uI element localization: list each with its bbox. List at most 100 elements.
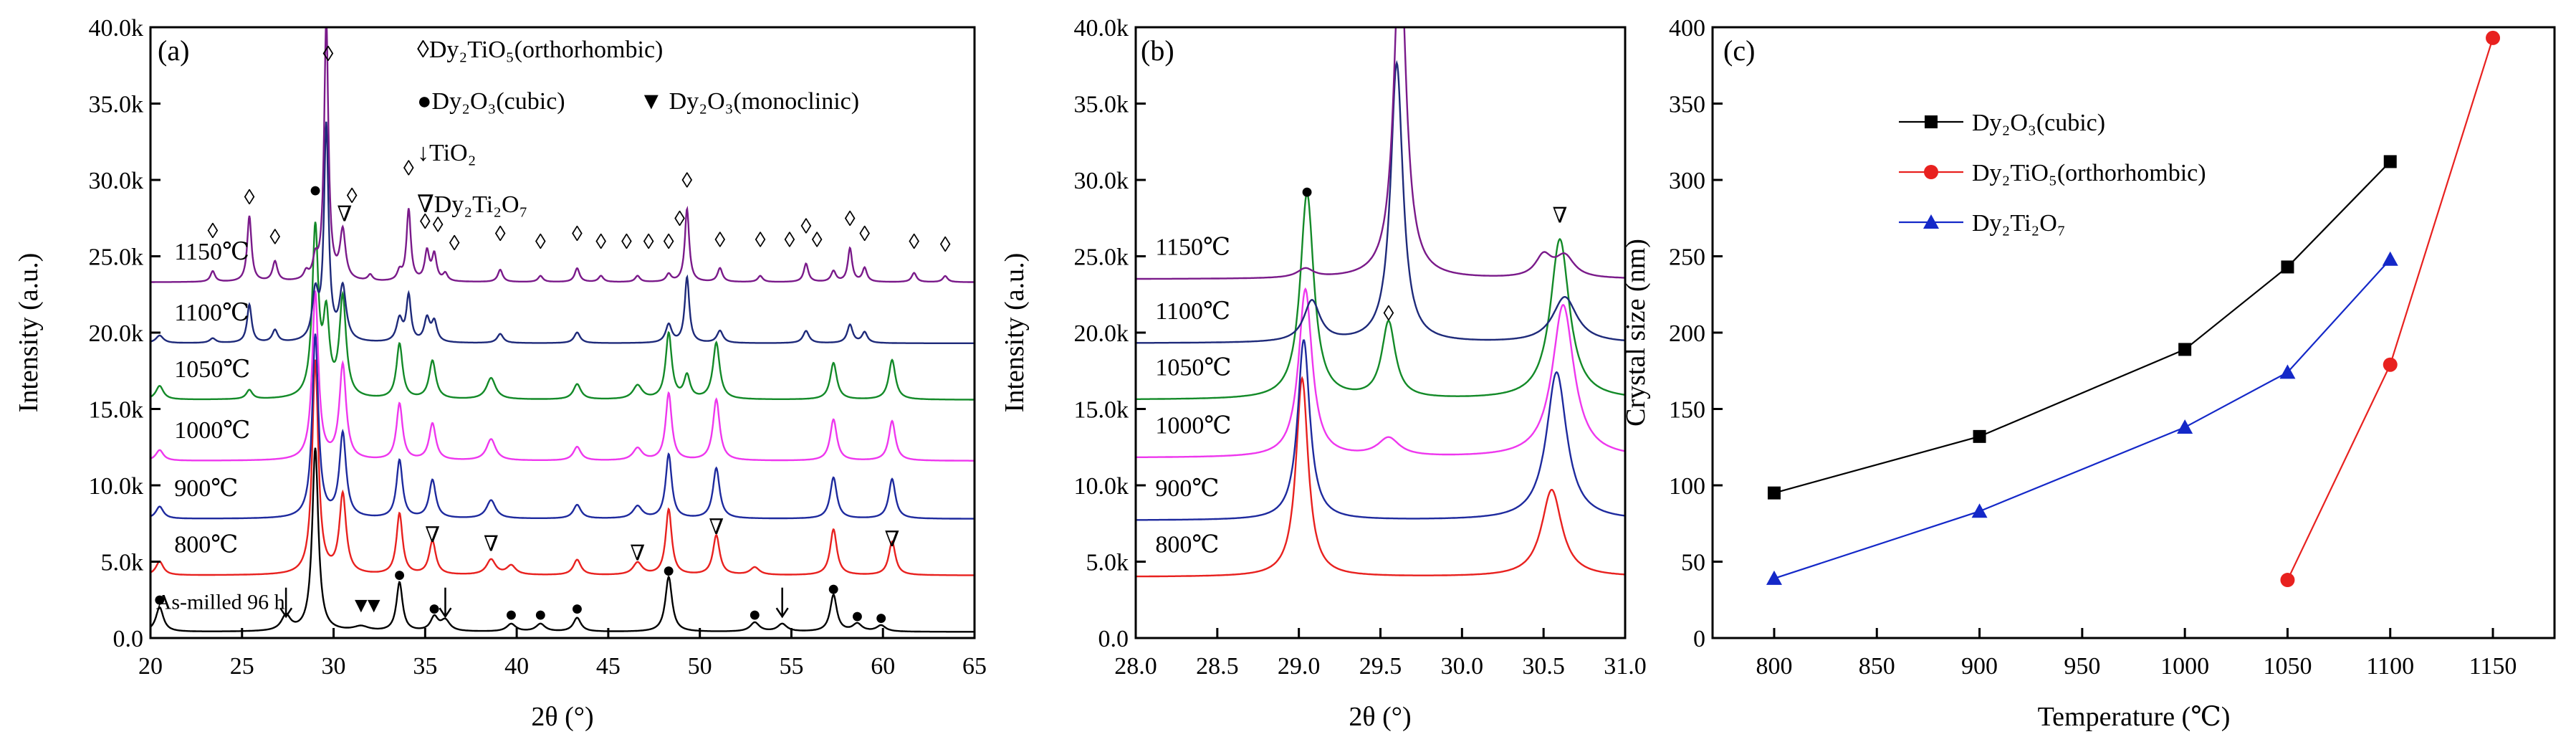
panel-b-series-0 xyxy=(1136,376,1625,578)
legend-a-text-1: Dy₂O₃(cubic) xyxy=(432,88,565,115)
panel-b-series-label-0: 800℃ xyxy=(1155,532,1219,558)
panel-a-phase-marker: ◊ xyxy=(812,229,823,252)
panel-a-series-label-1: 800℃ xyxy=(174,532,238,558)
panel-a-phase-marker: ◊ xyxy=(845,207,856,231)
panel-a-ytick-label: 20.0k xyxy=(89,320,144,347)
panel-b-xtick-label: 29.5 xyxy=(1359,653,1402,680)
panel-c-xtick-label: 900 xyxy=(1961,653,1998,680)
panel-a-phase-marker: ◊ xyxy=(269,225,280,249)
panel-a-phase-marker: ∇ xyxy=(484,533,499,556)
panel-a-phase-marker: ∇ xyxy=(885,528,900,551)
panel-a-ytick-label: 35.0k xyxy=(89,92,144,118)
panel-a-ytick-label: 30.0k xyxy=(89,168,144,194)
panel-c-xtick-label: 1150 xyxy=(2469,653,2517,680)
panel-c-label: (c) xyxy=(1723,34,1755,67)
panel-b-ytick-label: 40.0k xyxy=(1074,15,1129,42)
panel-c-ytick-label: 50 xyxy=(1681,550,1705,576)
panel-b-ytick-label: 25.0k xyxy=(1074,244,1129,271)
panel-a-phase-marker: ◊ xyxy=(433,213,444,237)
panel-b-ytick-label: 10.0k xyxy=(1074,473,1129,500)
panel-a-series-4 xyxy=(150,222,975,401)
panel-a-phase-marker: ● xyxy=(534,603,547,627)
panel-a-ytick-label: 40.0k xyxy=(89,15,144,42)
panel-c-xtick-label: 1000 xyxy=(2160,653,2209,680)
panel-c-ytick-label: 150 xyxy=(1669,397,1705,424)
panel-c-point-0 xyxy=(1973,429,1986,443)
panel-b-xtick-label: 30.5 xyxy=(1522,653,1565,680)
panel-a-phase-marker: ▼ xyxy=(363,594,385,617)
panel-a-phase-marker: ● xyxy=(748,603,761,627)
legend-a-item-1: ●Dy₂O₃(cubic) xyxy=(417,88,565,115)
legend-a-symbol-2: ▼ xyxy=(639,88,664,115)
panel-a-phase-marker: ◊ xyxy=(244,186,255,209)
legend-a-item-0: ◊Dy₂TiO₅(orthorhombic) xyxy=(417,37,663,63)
panel-c-xtick-label: 1050 xyxy=(2263,653,2312,680)
panel-c-point-2 xyxy=(1971,503,1988,518)
legend-c-text-2: Dy₂Ti₂O₇ xyxy=(1972,210,2066,237)
legend-a-item-3: ↓TiO₂ xyxy=(417,140,476,166)
panel-c-ytick-label: 400 xyxy=(1669,15,1705,42)
panel-c-xtick-label: 800 xyxy=(1756,653,1792,680)
panel-a-tio2-arrow-head xyxy=(775,607,789,619)
panel-a-series-2 xyxy=(150,333,975,520)
panel-b-series-2 xyxy=(1136,287,1625,459)
legend-a-text-4: Dy₂Ti₂O₇ xyxy=(434,191,528,218)
panel-c-series-line-1 xyxy=(2287,37,2494,581)
panel-c-ytick-label: 100 xyxy=(1669,473,1705,500)
panel-a-label: (a) xyxy=(158,34,189,67)
panel-a-series-3 xyxy=(150,290,975,462)
legend-a-text-2: Dy₂O₃(monoclinic) xyxy=(669,88,859,115)
legend-a-text-3: TiO₂ xyxy=(429,140,476,166)
legend-a-item-2: ▼ Dy₂O₃(monoclinic) xyxy=(639,88,859,115)
panel-a-phase-marker: ◊ xyxy=(643,230,654,254)
legend-a-symbol-3: ↓ xyxy=(417,140,429,166)
panel-a-legend: ◊Dy₂TiO₅(orthorhombic) ●Dy₂O₃(cubic) ▼ Dy… xyxy=(417,37,859,218)
panel-a-phase-marker: ◊ xyxy=(403,157,414,181)
panel-a-ytick-label: 5.0k xyxy=(101,550,144,576)
panel-a-phase-marker: ● xyxy=(504,603,517,627)
panel-b-ytick-label: 35.0k xyxy=(1074,92,1129,118)
legend-c-marker-1 xyxy=(1924,165,1938,179)
panel-a-xtick-label: 35 xyxy=(413,653,437,680)
panel-b-phase-marker: ● xyxy=(1301,180,1313,204)
panel-a-phase-marker: ▼ xyxy=(350,594,372,617)
panel-a-xtick-label: 30 xyxy=(322,653,346,680)
panel-a-phase-marker: ◊ xyxy=(714,229,725,252)
panel-a-series-label-0: As-milled 96 h xyxy=(156,591,285,614)
panel-a-ytick-label: 15.0k xyxy=(89,397,144,424)
panel-c-frame xyxy=(1711,26,2556,639)
panel-a-ylabel: Intensity (a.u.) xyxy=(14,253,44,413)
panel-a-series-5 xyxy=(150,121,975,344)
panel-c-point-2 xyxy=(2177,419,2193,434)
panel-b-xtick-label: 31.0 xyxy=(1604,653,1647,680)
panel-a-phase-marker: ◊ xyxy=(674,207,685,231)
panel-a-phase-marker: ◊ xyxy=(420,210,431,234)
panel-a-phase-marker: ◊ xyxy=(940,233,951,257)
legend-a-text-0: Dy₂TiO₅(orthorhombic) xyxy=(429,37,664,63)
panel-a-phase-marker: ◊ xyxy=(681,169,692,193)
panel-a-phase-marker: ◊ xyxy=(535,230,546,254)
panel-b-series-label-5: 1150℃ xyxy=(1155,234,1230,260)
panel-c-point-0 xyxy=(2383,155,2397,168)
panel-b: ● ◊ ∇ 28.0 28.5 29.0 29.5 30.0 30.5 31.0 0.0 5.0k… xyxy=(1000,15,1647,732)
panel-a: ◊◊◊◊◊◊◊ ◊◊ ◊ ◊ ◊ ◊ ◊ ◊ ◊◊◊◊ ◊ ◊◊◊◊◊ ◊ ◊●●●● ● ● ●●●●● ●▼… xyxy=(14,15,987,732)
panel-a-series-label-3: 1000℃ xyxy=(174,417,250,444)
panel-a-tio2-arrow-head xyxy=(439,607,452,619)
panel-a-phase-marker: ◊ xyxy=(859,222,870,246)
panel-a-phase-marker: ● xyxy=(827,576,840,600)
panel-b-series-label-2: 1000℃ xyxy=(1155,413,1231,439)
panel-c-ytick-label: 250 xyxy=(1669,244,1705,271)
panel-b-xtick-label: 30.0 xyxy=(1441,653,1484,680)
panel-b-series-5 xyxy=(1136,27,1625,280)
panel-c-point-0 xyxy=(2281,260,2294,274)
legend-a-symbol-0: ◊ xyxy=(417,37,429,63)
panel-b-ytick-label: 30.0k xyxy=(1074,168,1129,194)
panel-a-phase-marker: ∇ xyxy=(709,515,724,539)
panel-b-series-label-4: 1100℃ xyxy=(1155,298,1230,325)
panel-a-ytick-label: 0.0 xyxy=(113,626,144,652)
panel-b-xtick-label: 28.0 xyxy=(1114,653,1157,680)
panel-b-ylabel: Intensity (a.u.) xyxy=(1000,253,1030,413)
panel-a-phase-marker: ● xyxy=(875,606,888,629)
panel-a-xlabel: 2θ (°) xyxy=(531,702,593,732)
legend-c-marker-2 xyxy=(1923,214,1939,229)
